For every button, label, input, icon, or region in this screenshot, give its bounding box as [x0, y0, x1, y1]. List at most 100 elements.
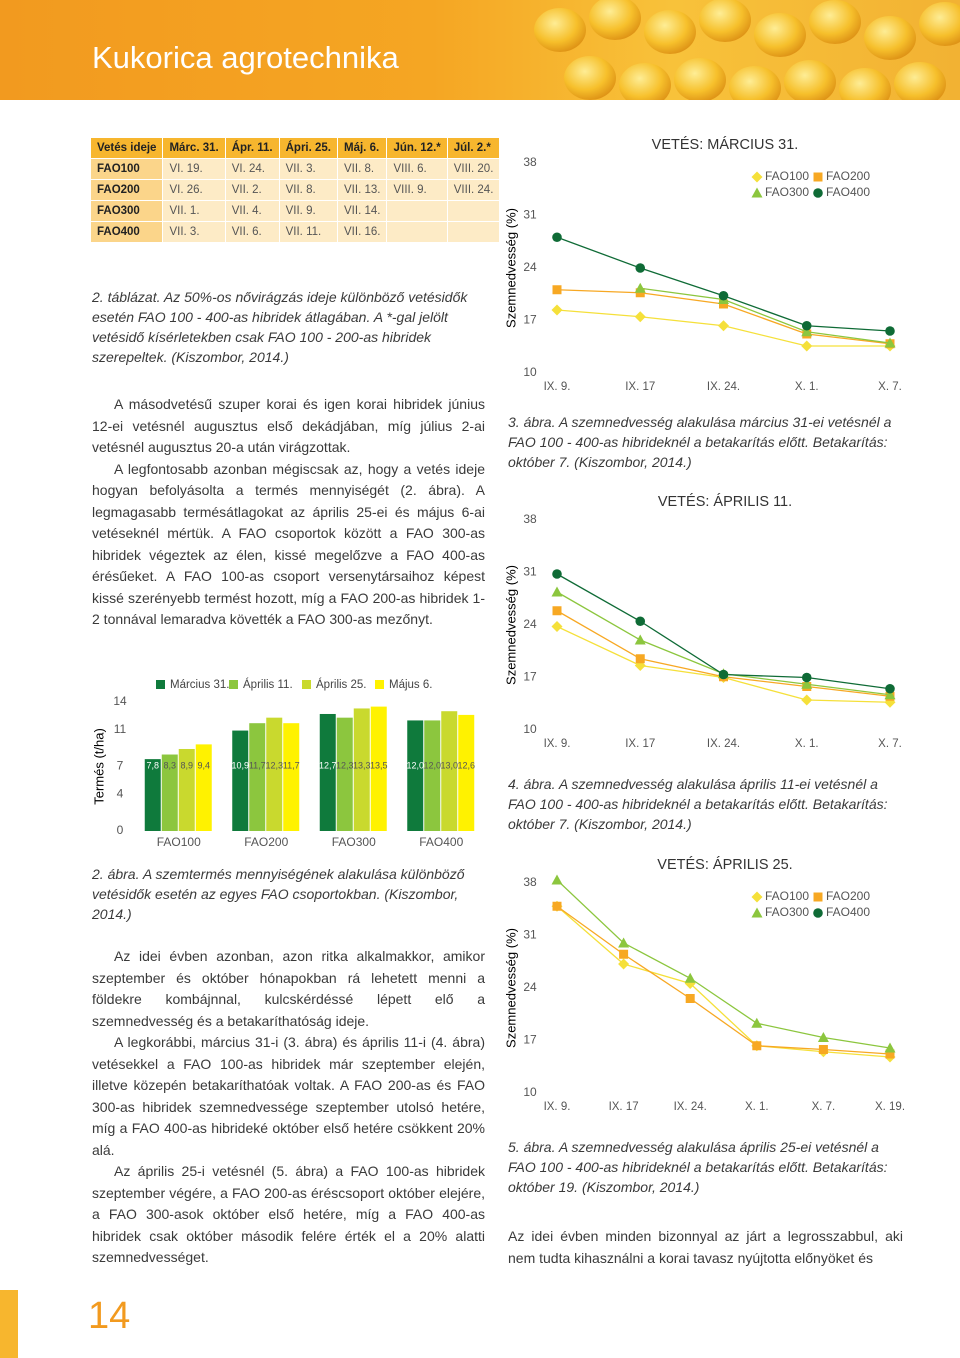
x-tick-label: X. 19. [875, 1101, 905, 1113]
legend-label: Április 11. [243, 678, 293, 691]
x-tick-label: IX. 24. [707, 738, 740, 750]
paragraph: A legkorábbi, március 31-i (3. ábra) és … [92, 1034, 485, 1158]
legend-marker [813, 172, 823, 182]
y-tick-label: 17 [523, 670, 537, 684]
bar [458, 714, 475, 831]
x-tick-label: FAO100 [157, 835, 201, 849]
value-label: 12,6 [457, 760, 475, 770]
table-cell: VII. 16. [337, 221, 388, 243]
y-tick-label: 17 [523, 313, 537, 327]
chart-container: VETÉS: ÁPRILIS 25. Szemnedvesség (%) 10 17 2… [500, 853, 910, 1123]
legend-label: FAO200 [826, 169, 870, 183]
legend-label: FAO300 [765, 185, 809, 199]
header-banner [0, 0, 960, 100]
y-tick-label: 31 [523, 208, 537, 222]
data-point [552, 606, 562, 616]
legend-label: FAO200 [826, 889, 870, 903]
x-tick-label: X. 1. [795, 738, 819, 750]
x-tick-label: FAO400 [419, 835, 463, 849]
y-tick-label: 31 [523, 928, 537, 942]
paragraph: Az április 25-i vetésnél (5. ábra) a FAO… [92, 1163, 485, 1265]
y-tick-label: 11 [114, 722, 127, 736]
value-label: 12,0 [423, 760, 441, 770]
table-cell [446, 200, 501, 222]
table-row: Vetés ideje Márc. 31. Ápr. 11. Ápri. 25. Máj… [89, 137, 501, 159]
bar [161, 754, 178, 831]
table-cell: VIII. 9. [386, 179, 448, 201]
data-point [752, 1041, 762, 1051]
x-tick-label: IX. 17 [609, 1101, 639, 1113]
data-point [552, 569, 562, 579]
data-point [618, 958, 630, 970]
table-row: FAO300 VII. 1. VII. 4. VII. 9. VII. 14. [89, 200, 501, 222]
table-cell: VIII. 24. [446, 179, 501, 201]
bar [441, 711, 458, 831]
x-tick-label: X. 7. [812, 1101, 836, 1113]
data-point [552, 901, 562, 911]
y-tick-label: 0 [117, 823, 124, 837]
data-point [684, 972, 696, 983]
data-point [634, 634, 646, 645]
value-label: 12,0 [406, 760, 424, 770]
table-cell: VII. 8. [278, 179, 339, 201]
text-block: Az idei évben azonban, azon ritka alkalm… [92, 946, 485, 1269]
y-tick-label: 24 [523, 980, 537, 994]
y-axis-label: Szemnedvesség (%) [503, 565, 518, 685]
page-number: 14 [88, 1295, 131, 1337]
y-tick-label: 24 [523, 617, 537, 631]
y-tick-label: 10 [523, 1085, 537, 1099]
chart-title: VETÉS: ÁPRILIS 11. [658, 493, 792, 510]
figure-caption: 4. ábra. A szemnedvesség alakulása ápril… [508, 776, 888, 832]
y-axis-label: Termés (t/ha) [91, 728, 106, 805]
y-tick-label: 31 [523, 565, 537, 579]
legend-swatch [229, 680, 238, 689]
series-line [556, 236, 891, 332]
x-tick-label: IX. 17 [625, 381, 655, 393]
bar [424, 720, 441, 831]
data-point [818, 1045, 828, 1054]
chart-container: Termés (t/ha) 0 4 7 11 14 Március 31. Április 1… [88, 670, 488, 860]
y-axis-label: Szemnedvesség (%) [503, 208, 518, 328]
chart-container: VETÉS: MÁRCIUS 31. Szemnedvesség (%) 10 17 2… [500, 133, 910, 403]
x-tick-label: IX. 9. [544, 381, 571, 393]
table-cell: VII. 4. [224, 200, 280, 222]
data-point [801, 678, 813, 689]
y-tick-label: 38 [523, 155, 537, 169]
legend-marker [751, 907, 763, 918]
value-label: 9,4 [197, 760, 210, 770]
table-cell: Máj. 6. [337, 137, 388, 159]
data-point [635, 263, 646, 273]
value-label: 12,7 [319, 760, 337, 770]
y-tick-label: 17 [523, 1033, 537, 1047]
legend-marker [751, 171, 763, 183]
value-label: 12,3 [265, 760, 283, 770]
data-point [618, 937, 630, 948]
chart: Termés (t/ha) 0 4 7 11 14 Március 31. Április 1… [91, 678, 475, 849]
data-point [552, 285, 562, 295]
series-line [556, 879, 891, 1049]
data-point [817, 1032, 829, 1042]
legend-marker [751, 187, 763, 198]
paragraph: A legfontosabb azonban mégiscsak az, hog… [92, 460, 485, 628]
page-title: Kukorica agrotechnika [92, 40, 399, 75]
y-tick-label: 4 [117, 786, 124, 800]
page-marker [0, 1290, 18, 1358]
data-point [634, 311, 646, 323]
table-row: FAO100 VI. 19. VI. 24. VII. 3. VII. 8. VIII. … [89, 158, 501, 180]
table-cell: Ápri. 25. [278, 137, 339, 159]
table-cell: VIII. 6. [386, 158, 448, 180]
x-tick-label: X. 7. [878, 381, 902, 393]
legend-marker [813, 908, 823, 918]
table-cell: VIII. 20. [446, 158, 501, 180]
series-line [556, 610, 891, 697]
figure-caption: 5. ábra. A szemnedvesség alakulása ápril… [508, 1139, 888, 1195]
table-cell: FAO300 [89, 200, 164, 222]
table-cell: VII. 2. [224, 179, 280, 201]
legend-label: FAO300 [765, 905, 809, 919]
legend-label: Április 25. [316, 678, 367, 691]
data-point [801, 320, 812, 331]
value-label: 11,7 [283, 760, 300, 770]
table-cell: VII. 1. [162, 200, 226, 222]
y-tick-label: 10 [523, 365, 537, 379]
table-cell: VII. 9. [278, 200, 339, 222]
